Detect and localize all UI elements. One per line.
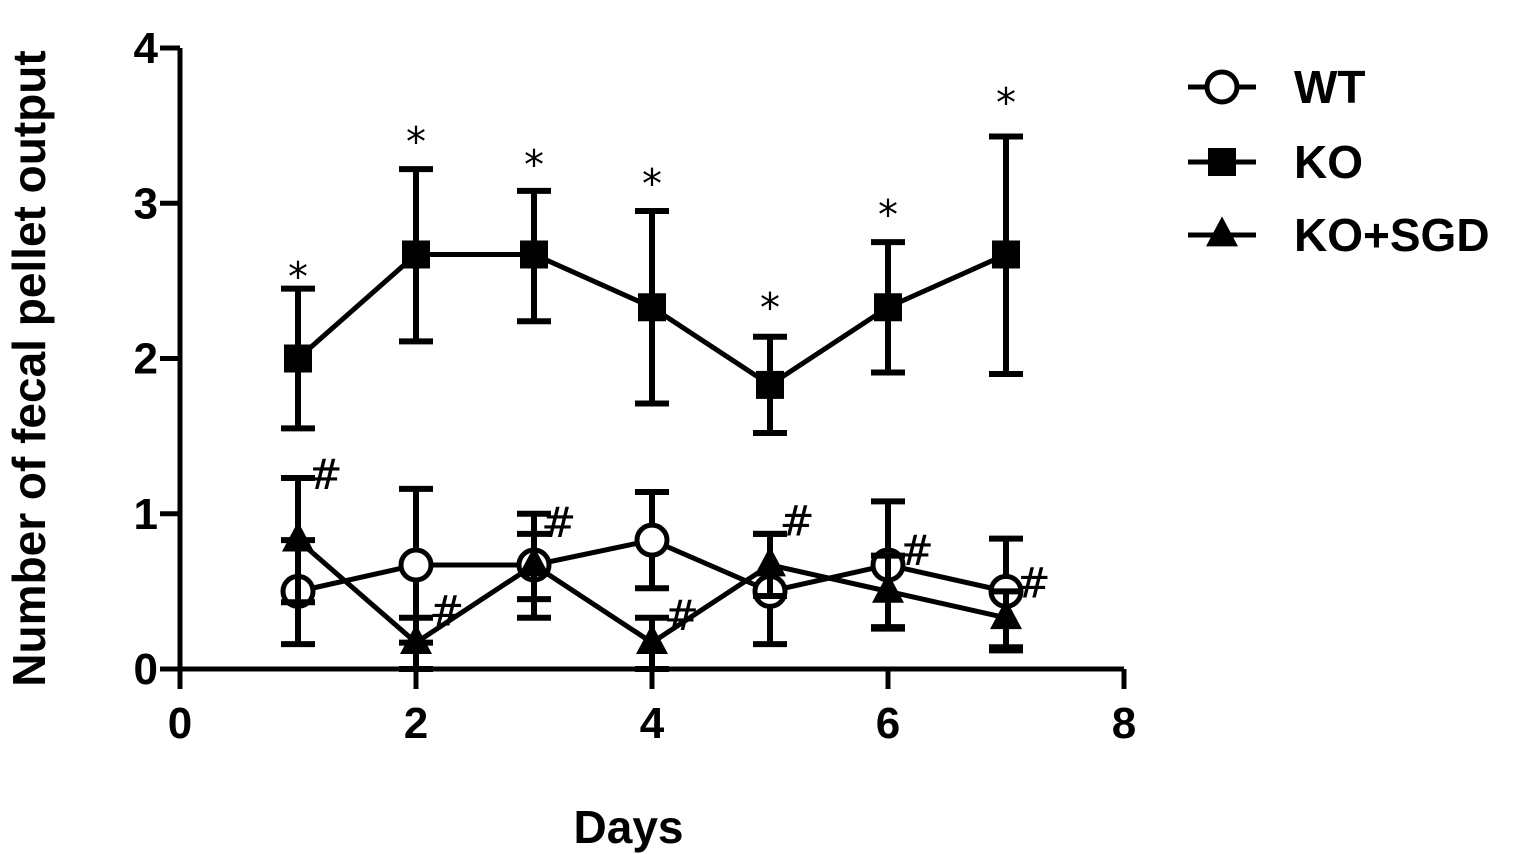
data-point bbox=[872, 572, 904, 603]
x-tick-label: 8 bbox=[1112, 699, 1136, 748]
legend-item-ko-sgd: KO+SGD bbox=[1188, 209, 1490, 261]
data-point bbox=[398, 547, 434, 583]
significance-star: * bbox=[524, 143, 544, 189]
x-tick-label: 2 bbox=[404, 699, 428, 748]
plot-annotations: * * * * * * * # # # # # # # bbox=[288, 81, 1051, 641]
x-axis-title: Days bbox=[574, 801, 684, 853]
legend-label: KO bbox=[1294, 136, 1363, 188]
data-point bbox=[990, 599, 1022, 630]
y-tick-label: 1 bbox=[134, 490, 158, 539]
significance-star: * bbox=[288, 254, 308, 300]
x-tick-label: 4 bbox=[640, 699, 665, 748]
data-point bbox=[284, 344, 312, 373]
significance-star: * bbox=[760, 286, 780, 332]
y-tick-label: 0 bbox=[134, 645, 158, 694]
significance-hash: # bbox=[429, 587, 464, 636]
legend: WT KO KO+SGD bbox=[1188, 61, 1490, 261]
data-point bbox=[874, 293, 902, 322]
y-axis-title: Number of fecal pellet output bbox=[3, 50, 55, 686]
significance-star: * bbox=[878, 192, 898, 238]
data-point bbox=[992, 240, 1020, 269]
data-point bbox=[634, 522, 670, 558]
data-point bbox=[636, 624, 668, 655]
legend-marker bbox=[1208, 148, 1236, 176]
series-ko-sgd bbox=[281, 475, 1023, 672]
axes: 0 1 2 3 4 0 2 4 6 8 bbox=[134, 24, 1137, 748]
legend-marker bbox=[1204, 69, 1240, 105]
data-point bbox=[400, 624, 432, 655]
data-point bbox=[518, 546, 550, 577]
x-tick-label: 6 bbox=[876, 699, 900, 748]
significance-star: * bbox=[996, 81, 1016, 127]
plot-series bbox=[280, 133, 1024, 672]
significance-hash: # bbox=[308, 450, 343, 499]
data-point bbox=[756, 370, 784, 399]
y-tick-label: 4 bbox=[134, 24, 159, 73]
legend-label: WT bbox=[1294, 61, 1366, 113]
y-tick-label: 3 bbox=[134, 179, 158, 228]
significance-hash: # bbox=[780, 497, 815, 546]
significance-star: * bbox=[642, 161, 662, 207]
significance-hash: # bbox=[1016, 559, 1051, 608]
series-ko bbox=[281, 133, 1023, 437]
significance-hash: # bbox=[664, 591, 699, 640]
y-ticks: 0 1 2 3 4 bbox=[134, 24, 180, 694]
significance-hash: # bbox=[541, 498, 576, 547]
legend-item-wt: WT bbox=[1188, 61, 1366, 113]
significance-star: * bbox=[406, 119, 426, 165]
significance-hash: # bbox=[899, 526, 934, 575]
x-tick-label: 0 bbox=[168, 699, 192, 748]
x-ticks: 0 2 4 6 8 bbox=[168, 669, 1136, 748]
data-point bbox=[402, 240, 430, 269]
data-point bbox=[754, 546, 786, 577]
legend-marker bbox=[1206, 216, 1238, 247]
data-point bbox=[638, 293, 666, 322]
legend-item-ko: KO bbox=[1188, 136, 1363, 188]
y-tick-label: 2 bbox=[134, 335, 158, 384]
data-point bbox=[520, 240, 548, 269]
data-point bbox=[282, 521, 314, 552]
legend-label: KO+SGD bbox=[1294, 209, 1490, 261]
